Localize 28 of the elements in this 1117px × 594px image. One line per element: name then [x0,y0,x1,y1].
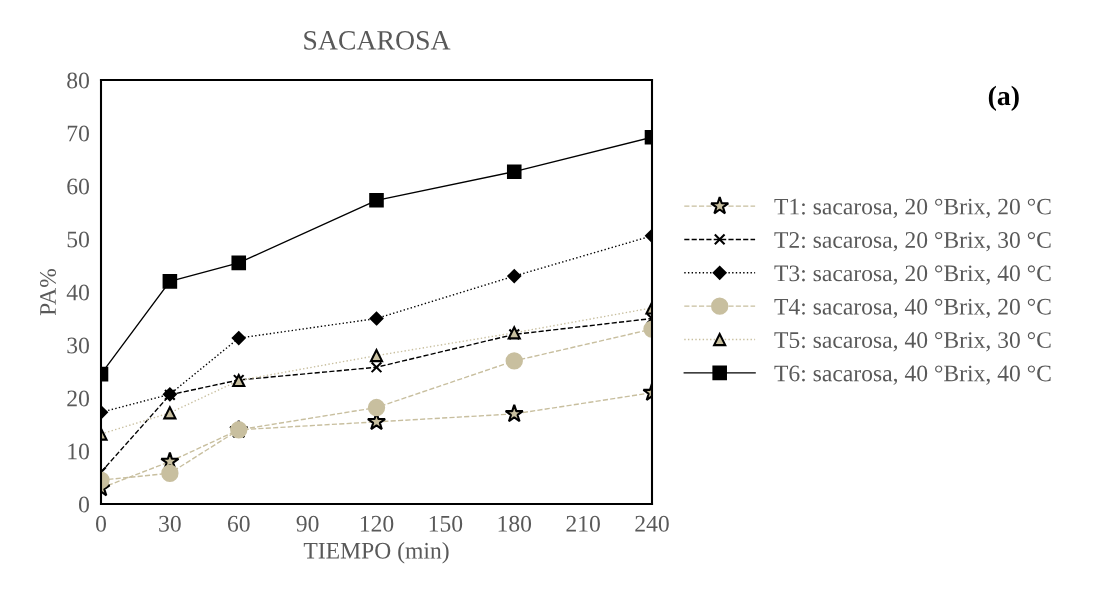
legend-label: T2: sacarosa, 20 °Brix, 30 °C [774,232,1051,252]
x-tick-label: 90 [296,515,319,532]
x-tick-label: 30 [159,515,181,532]
y-tick-label: 80 [67,72,89,89]
legend-label: T3: sacarosa, 20 °Brix, 40 °C [774,265,1051,285]
legend-label: T6: sacarosa, 40 °Brix, 40 °C [774,365,1051,385]
x-tick-label: 210 [566,515,600,532]
y-tick-label: 30 [67,337,89,354]
x-tick-label: 60 [227,515,250,532]
y-tick-label: 10 [68,443,89,460]
y-tick-label: 50 [67,231,89,248]
x-axis-title: TIEMPO (min) [303,542,449,564]
x-tick-label: 0 [96,515,106,532]
chart-title: SACAROSA [304,31,451,50]
legend-label: T1: sacarosa, 20 °Brix, 20 °C [774,198,1051,218]
y-tick-label: 0 [78,496,89,513]
x-tick-label: 120 [360,515,394,532]
y-tick-label: 70 [67,125,89,142]
legend-label: T5: sacarosa, 40 °Brix, 30 °C [774,332,1051,352]
legend-label: T4: sacarosa, 40 °Brix, 20 °C [774,298,1051,319]
x-tick-label: 180 [498,515,532,532]
text: (a) [988,85,1019,111]
y-axis-title: PA% [39,268,56,316]
y-tick-label: 20 [67,390,89,407]
y-tick-label: 60 [67,178,89,195]
x-tick-label: 150 [429,515,463,532]
y-tick-label: 40 [66,284,89,301]
x-tick-label: 240 [635,515,669,532]
